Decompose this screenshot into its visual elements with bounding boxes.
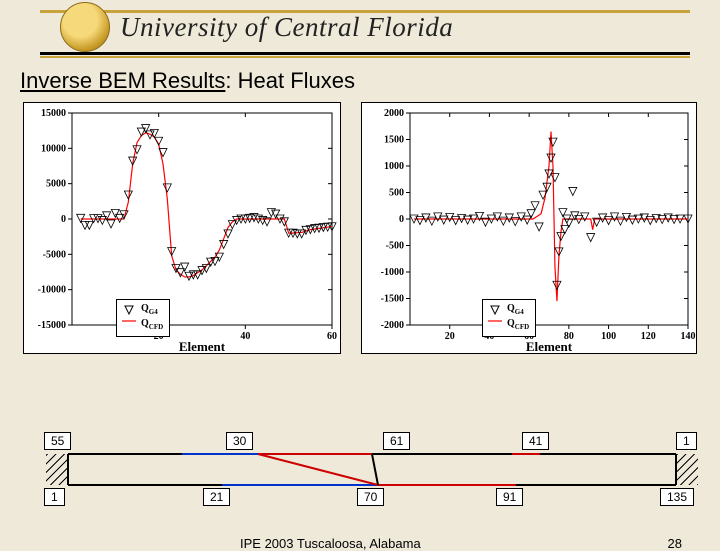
chart-right: -2000-1500-1000-500050010001500200020406… — [361, 102, 697, 354]
svg-text:Element: Element — [526, 339, 573, 354]
chart-left: -15000-10000-5000050001000015000204060El… — [23, 102, 341, 354]
element-diagram: 55 30 61 41 1 1 21 70 91 135 — [0, 430, 720, 520]
svg-text:0: 0 — [61, 214, 66, 225]
svg-text:60: 60 — [327, 331, 337, 342]
svg-text:500: 500 — [389, 188, 404, 199]
diagram-label: 91 — [496, 488, 523, 506]
svg-text:1500: 1500 — [384, 135, 404, 146]
diagram-label: 55 — [44, 432, 71, 450]
ucf-logo — [60, 2, 110, 52]
svg-text:-2000: -2000 — [381, 320, 404, 331]
svg-text:40: 40 — [240, 331, 250, 342]
svg-text:100: 100 — [601, 331, 616, 342]
svg-text:-15000: -15000 — [38, 320, 66, 331]
diagram-label: 70 — [357, 488, 384, 506]
title-underlined: Inverse BEM Results — [20, 68, 225, 93]
diagram-label: 30 — [226, 432, 253, 450]
title-suffix: : Heat Fluxes — [225, 68, 355, 93]
diagram-label: 61 — [383, 432, 410, 450]
svg-text:-1000: -1000 — [381, 267, 404, 278]
svg-text:15000: 15000 — [41, 108, 66, 119]
diagram-label: 1 — [44, 488, 65, 506]
svg-text:Element: Element — [179, 339, 226, 354]
svg-text:140: 140 — [681, 331, 696, 342]
svg-text:20: 20 — [445, 331, 455, 342]
diagram-label: 135 — [660, 488, 694, 506]
header-gold-line-2 — [40, 56, 690, 58]
charts-row: -15000-10000-5000050001000015000204060El… — [0, 102, 720, 354]
svg-text:-500: -500 — [386, 241, 404, 252]
header: University of Central Florida — [0, 0, 720, 62]
svg-text:5000: 5000 — [46, 179, 66, 190]
diagram-label: 21 — [203, 488, 230, 506]
svg-text:10000: 10000 — [41, 143, 66, 154]
university-name: University of Central Florida — [120, 12, 453, 43]
page-number: 28 — [668, 536, 682, 551]
footer-venue: IPE 2003 Tuscaloosa, Alabama — [240, 536, 421, 551]
svg-text:-10000: -10000 — [38, 285, 66, 296]
header-black-line — [40, 52, 690, 55]
diagram-label: 41 — [522, 432, 549, 450]
slide-title: Inverse BEM Results: Heat Fluxes — [0, 62, 720, 102]
svg-text:-1500: -1500 — [381, 294, 404, 305]
svg-text:2000: 2000 — [384, 108, 404, 119]
svg-text:120: 120 — [641, 331, 656, 342]
svg-text:1000: 1000 — [384, 161, 404, 172]
diagram-label: 1 — [676, 432, 697, 450]
svg-text:-5000: -5000 — [43, 249, 66, 260]
svg-text:0: 0 — [399, 214, 404, 225]
